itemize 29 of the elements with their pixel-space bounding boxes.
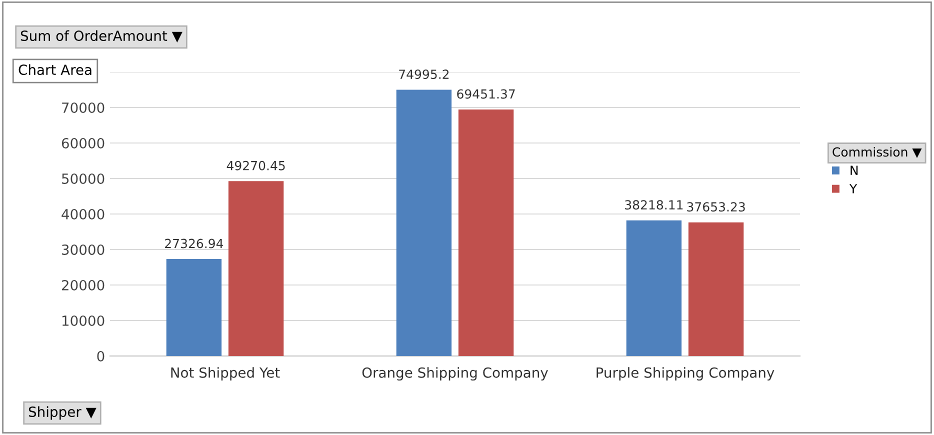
x-tick-label: Purple Shipping Company [596,367,774,381]
x-tick-label: Orange Shipping Company [362,367,548,381]
data-label: 27326.94 [165,238,224,248]
bar [228,181,284,356]
bar [688,222,744,356]
y-tick-label: 50000 [62,173,104,184]
legend-label: Y [849,184,858,194]
legend-title: Commission ▼ [832,147,922,158]
data-label: 49270.45 [226,160,285,170]
data-label: 74995.2 [399,70,449,80]
y-tick-label: 30000 [62,244,104,255]
y-tick-label: 60000 [62,138,104,148]
text: Chart Area [18,64,92,76]
x-tick-label: Not Shipped Yet [171,367,280,381]
bar [396,90,452,356]
data-label: 38218.11 [625,200,683,210]
y-tick-label: 20000 [62,280,104,290]
data-label: 69451.37 [457,89,515,99]
x-axis-title: Shipper ▼ [28,406,96,420]
y-tick-label: 0 [97,350,104,362]
y-tick-label: 40000 [62,208,104,220]
y-tick-label: 70000 [62,102,104,113]
legend-label: N [850,166,858,175]
bar [458,109,514,356]
bar [166,258,222,356]
y-tick-label: 10000 [62,315,104,326]
chart-title: Sum of OrderAmount ▼ [20,30,182,43]
data-label: 37653.23 [687,202,745,212]
bar [626,220,682,356]
